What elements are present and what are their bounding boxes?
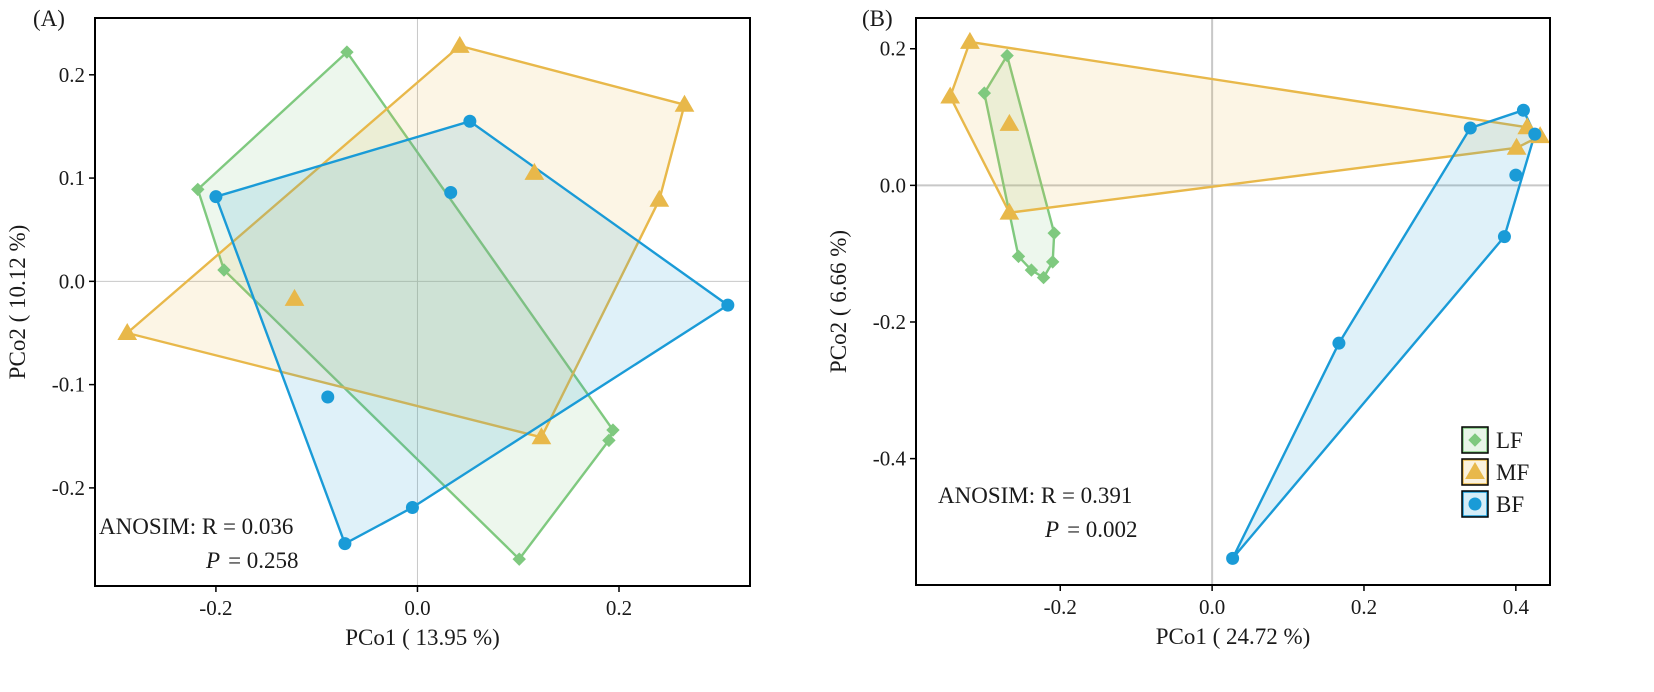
bf-point: [1226, 551, 1240, 565]
y-tick-label: 0.2: [59, 63, 85, 87]
plot-frame: [915, 17, 1551, 586]
lf-point: [1036, 270, 1051, 285]
bf-point: [1463, 121, 1477, 135]
legend-label-mf: MF: [1496, 460, 1529, 485]
panel-label: (B): [862, 6, 893, 31]
y-tick-label: -0.2: [873, 310, 906, 334]
lf-point: [1011, 249, 1026, 264]
legend-label-lf: LF: [1496, 428, 1523, 453]
anosim-p-label: P = 0.002: [1044, 517, 1138, 542]
mf-point: [524, 162, 545, 180]
bf-point: [1332, 336, 1346, 350]
lf-point: [512, 552, 526, 566]
lf-point: [340, 45, 354, 59]
x-tick-label: -0.2: [199, 596, 232, 620]
legend: LF MF BF: [1461, 426, 1529, 518]
bf-point: [1516, 103, 1530, 117]
legend-label-bf: BF: [1496, 492, 1524, 517]
lf-point: [977, 86, 992, 100]
legend-key-border: [1461, 490, 1489, 518]
x-tick-label: 0.2: [1351, 595, 1377, 619]
anosim-p-symbol: P: [205, 548, 220, 573]
anosim-p-value: = 0.258: [228, 548, 298, 573]
panel-b: -0.2 0.0 0.2 0.4 -0.4 -0.2 0.0 0.2 PCo1 ( 24.72 …: [826, 6, 1551, 649]
y-tick-label: -0.1: [52, 373, 85, 397]
mf-point: [117, 322, 138, 340]
y-tick-label: -0.2: [52, 476, 85, 500]
panel-a: -0.2 0.0 0.2 -0.2 -0.1 0.0 0.1 0.2 PCo1 ( 13.95 …: [5, 6, 751, 650]
lf-point: [1047, 226, 1061, 240]
legend-marker-bf: [1468, 497, 1482, 511]
x-tick-label: 0.0: [404, 596, 430, 620]
bf-point: [321, 390, 335, 404]
y-tick-label: 0.1: [59, 166, 85, 190]
bf-point: [405, 501, 419, 515]
mf-point: [960, 31, 980, 49]
y-tick-label: -0.4: [873, 447, 907, 471]
legend-key-border: [1461, 426, 1489, 454]
anosim-r-label: ANOSIM: R = 0.036: [99, 514, 293, 539]
mf-point: [999, 202, 1020, 220]
bf-point: [1497, 230, 1511, 244]
y-tick-label: 0.0: [880, 173, 906, 197]
y-tick-label: 0.2: [880, 37, 906, 61]
lf-point: [191, 182, 205, 197]
legend-key-border: [1461, 458, 1489, 486]
mf-point: [940, 86, 961, 104]
lf-point: [1024, 263, 1039, 277]
x-axis-title: PCo1 ( 13.95 %): [345, 625, 500, 650]
legend-marker-mf: [1465, 462, 1485, 479]
y-axis-title: PCo2 ( 10.12 %): [5, 225, 30, 380]
bf-point: [1509, 168, 1523, 182]
lf-point: [1000, 48, 1014, 63]
anosim-r-label: ANOSIM: R = 0.391: [938, 483, 1132, 508]
mf-point: [649, 189, 670, 207]
bf-point: [1528, 127, 1542, 141]
mf-point: [999, 113, 1020, 131]
anosim-p-value: = 0.002: [1067, 517, 1137, 542]
lf-point: [606, 423, 620, 437]
bf-point: [463, 114, 477, 128]
anosim-p-symbol: P: [1044, 517, 1059, 542]
bf-point: [721, 298, 735, 312]
mf-point: [531, 427, 552, 445]
plot-frame: [94, 17, 751, 587]
y-tick-label: 0.0: [59, 269, 85, 293]
mf-point: [284, 288, 305, 306]
mf-point: [1506, 137, 1527, 155]
y-axis-title: PCo2 ( 6.66 %): [826, 230, 851, 373]
lf-point: [602, 433, 616, 448]
legend-marker-lf: [1468, 433, 1482, 447]
x-tick-label: -0.2: [1044, 595, 1077, 619]
bf-hull: [214, 120, 729, 545]
mf-point: [674, 94, 695, 112]
lf-point: [217, 263, 231, 277]
x-tick-label: 0.2: [606, 596, 632, 620]
bf-point: [338, 537, 352, 551]
mf-hull: [125, 44, 686, 439]
x-axis-title: PCo1 ( 24.72 %): [1156, 624, 1311, 649]
anosim-p-label: P = 0.258: [205, 548, 299, 573]
mf-point: [449, 35, 470, 53]
lf-point: [1045, 255, 1060, 269]
x-tick-label: 0.0: [1199, 595, 1225, 619]
bf-point: [444, 186, 458, 200]
x-tick-label: 0.4: [1503, 595, 1530, 619]
bf-point: [209, 190, 223, 204]
panel-label: (A): [33, 6, 65, 31]
